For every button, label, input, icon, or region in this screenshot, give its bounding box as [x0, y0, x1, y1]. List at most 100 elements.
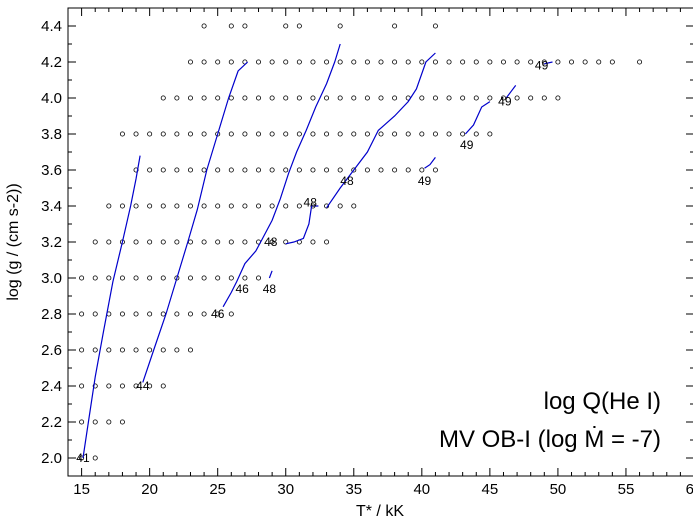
model-point [487, 59, 493, 65]
x-tick-label: 15 [73, 481, 90, 498]
model-point [215, 239, 221, 245]
model-point [569, 59, 575, 65]
model-point [419, 95, 425, 101]
model-point [201, 275, 207, 281]
model-point [133, 311, 139, 317]
annotation-line1: log Q(He I) [544, 388, 661, 415]
model-point [514, 95, 520, 101]
model-point [269, 203, 275, 209]
model-point [242, 23, 248, 29]
model-point [324, 167, 330, 173]
model-point [119, 311, 125, 317]
model-point [283, 59, 289, 65]
tick-labels: 15 20 25 30 35 40 45 50 55 60 2.0 2.2 2.4 2.6 2.8 3.0 3.… [41, 18, 693, 498]
model-point [92, 239, 98, 245]
model-point [174, 347, 180, 353]
x-tick-label: 30 [277, 481, 294, 498]
model-point [500, 95, 506, 101]
model-point [460, 95, 466, 101]
model-point [405, 167, 411, 173]
model-point [119, 203, 125, 209]
model-point [242, 239, 248, 245]
model-point [541, 95, 547, 101]
model-point [473, 95, 479, 101]
model-point [119, 131, 125, 137]
model-point [215, 203, 221, 209]
model-point [187, 167, 193, 173]
model-point [351, 131, 357, 137]
contour-line-48 [268, 270, 273, 279]
model-point [256, 131, 262, 137]
model-point [555, 95, 561, 101]
model-point [160, 311, 166, 317]
model-point [119, 275, 125, 281]
model-point [283, 239, 289, 245]
model-point [147, 167, 153, 173]
model-point [337, 59, 343, 65]
model-point [432, 95, 438, 101]
model-point [487, 95, 493, 101]
model-point [228, 275, 234, 281]
y-tick-label: 2.4 [41, 378, 62, 395]
model-point [106, 383, 112, 389]
model-point [405, 131, 411, 137]
model-point [419, 167, 425, 173]
model-point [310, 131, 316, 137]
model-point [528, 95, 534, 101]
model-point [337, 203, 343, 209]
model-point [228, 59, 234, 65]
x-tick-label: 20 [141, 481, 158, 498]
model-point [92, 419, 98, 425]
model-point [296, 131, 302, 137]
model-point [187, 59, 193, 65]
model-point [392, 23, 398, 29]
model-point [419, 131, 425, 137]
model-point [174, 203, 180, 209]
model-point [432, 59, 438, 65]
model-point [269, 131, 275, 137]
model-point [228, 95, 234, 101]
model-point [79, 311, 85, 317]
model-point [215, 275, 221, 281]
model-point [133, 203, 139, 209]
model-point [160, 239, 166, 245]
model-point [296, 23, 302, 29]
model-point [228, 167, 234, 173]
y-tick-label: 2.0 [41, 450, 62, 467]
model-point [555, 59, 561, 65]
contour-label-41: 41 [76, 451, 90, 465]
model-point [392, 59, 398, 65]
contour-line-49 [464, 101, 491, 135]
model-point [201, 239, 207, 245]
model-point [201, 23, 207, 29]
model-point [269, 95, 275, 101]
model-point [256, 203, 262, 209]
contour-label-49: 49 [460, 138, 474, 152]
model-point [310, 239, 316, 245]
model-point [528, 59, 534, 65]
model-point [392, 167, 398, 173]
x-axis-label: T* / kK [356, 503, 404, 520]
x-tick-label: 45 [482, 481, 499, 498]
model-point [351, 203, 357, 209]
model-point [269, 239, 275, 245]
model-point [147, 203, 153, 209]
model-point [79, 275, 85, 281]
model-point [432, 131, 438, 137]
contour-line-44 [142, 61, 249, 383]
model-point [242, 275, 248, 281]
model-point [514, 59, 520, 65]
model-point [324, 239, 330, 245]
model-point [351, 59, 357, 65]
model-point [174, 95, 180, 101]
model-point [242, 203, 248, 209]
model-point [432, 23, 438, 29]
model-point [378, 95, 384, 101]
model-point [174, 131, 180, 137]
model-point [337, 95, 343, 101]
model-point [324, 131, 330, 137]
model-point [160, 95, 166, 101]
contour-line-41 [82, 155, 141, 459]
contour-line-49 [505, 85, 517, 99]
